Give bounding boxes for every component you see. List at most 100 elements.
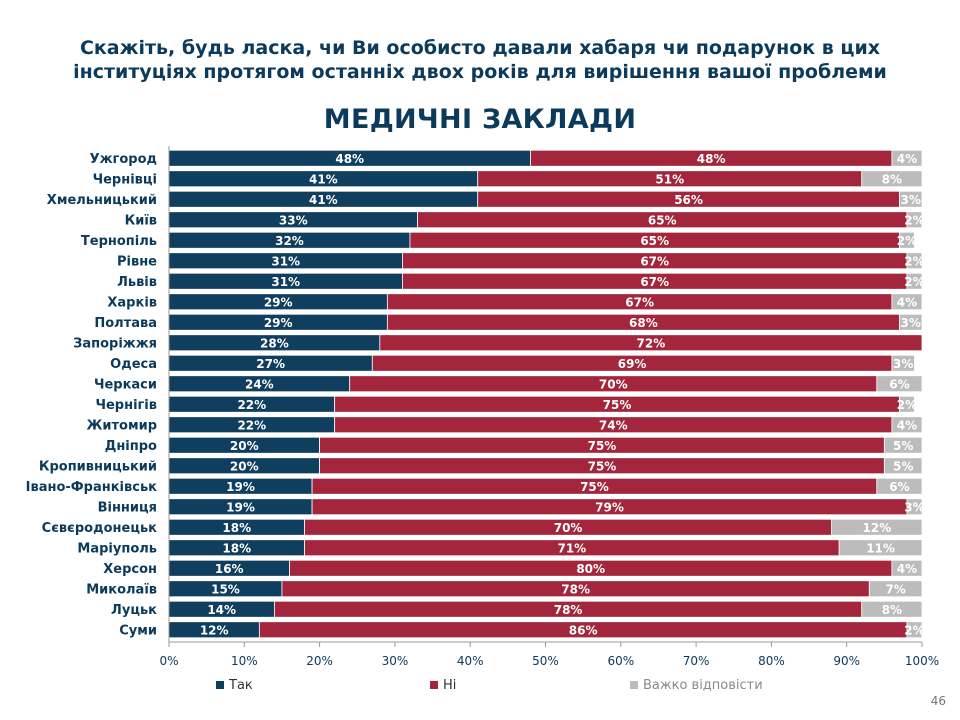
data-label: 80% xyxy=(576,562,605,576)
category-label: Тернопіль xyxy=(81,234,157,249)
bar-segment-3 xyxy=(906,272,923,290)
data-label: 11% xyxy=(866,541,895,555)
data-label: 20% xyxy=(230,459,259,473)
category-label: Івано-Франківськ xyxy=(26,480,158,495)
category-label: Сєвєродонецьк xyxy=(42,521,158,536)
category-label: Херсон xyxy=(103,562,157,577)
chart-title: МЕДИЧНІ ЗАКЛАДИ xyxy=(323,104,637,135)
data-label: 72% xyxy=(637,336,666,350)
data-label: 75% xyxy=(603,398,632,412)
bar-segment-3 xyxy=(906,252,923,270)
category-label: Київ xyxy=(125,213,157,228)
bar-segment-3 xyxy=(899,190,923,208)
data-label: 2% xyxy=(904,254,924,268)
bar-segment-3 xyxy=(883,457,923,475)
x-tick-label: 80% xyxy=(758,654,785,668)
x-tick-label: 50% xyxy=(532,654,559,668)
x-tick-label: 70% xyxy=(683,654,710,668)
data-label: 20% xyxy=(230,439,259,453)
category-label: Одеса xyxy=(110,357,157,372)
data-label: 22% xyxy=(237,398,266,412)
data-label: 2% xyxy=(897,398,917,412)
question-line-2: інституціях протягом останніх двох років… xyxy=(73,61,887,83)
data-label: 70% xyxy=(554,521,583,535)
data-label: 4% xyxy=(897,152,917,166)
x-tick-label: 60% xyxy=(607,654,634,668)
data-label: 14% xyxy=(207,603,236,617)
data-label: 79% xyxy=(595,500,624,514)
data-label: 74% xyxy=(599,418,628,432)
data-label: 29% xyxy=(264,316,293,330)
bar-segment-3 xyxy=(899,313,923,331)
x-tick-label: 90% xyxy=(833,654,860,668)
page-number: 46 xyxy=(930,694,946,708)
bar-segment-3 xyxy=(899,395,915,413)
bar-segment-3 xyxy=(899,231,915,249)
data-label: 86% xyxy=(569,623,598,637)
data-label: 75% xyxy=(588,439,617,453)
bar-segment-3 xyxy=(891,559,923,577)
x-tick-label: 0% xyxy=(159,654,178,668)
category-label: Дніпро xyxy=(105,439,157,454)
question-header: Скажіть, будь ласка, чи Ви особисто дава… xyxy=(0,36,960,84)
data-label: 48% xyxy=(335,152,364,166)
legend-label-hard: Важко відповісти xyxy=(643,677,763,693)
data-label: 41% xyxy=(309,193,338,207)
data-label: 67% xyxy=(640,275,669,289)
data-label: 29% xyxy=(264,295,293,309)
data-label: 15% xyxy=(211,582,240,596)
data-label: 8% xyxy=(882,172,902,186)
data-label: 31% xyxy=(271,275,300,289)
data-label: 22% xyxy=(237,418,266,432)
category-label: Чернігів xyxy=(95,398,157,413)
data-label: 2% xyxy=(904,275,924,289)
category-label: Суми xyxy=(119,623,157,638)
data-label: 19% xyxy=(226,480,255,494)
legend-item-tak: Так xyxy=(216,677,253,693)
data-label: 27% xyxy=(256,357,285,371)
category-label: Харків xyxy=(107,295,157,310)
data-label: 69% xyxy=(618,357,647,371)
data-label: 5% xyxy=(893,439,913,453)
x-tick-label: 10% xyxy=(231,654,258,668)
category-label: Львів xyxy=(117,275,157,290)
data-label: 6% xyxy=(889,377,909,391)
data-label: 31% xyxy=(271,254,300,268)
legend-item-ni: Ні xyxy=(430,677,456,693)
data-label: 65% xyxy=(648,213,677,227)
data-label: 5% xyxy=(893,459,913,473)
data-label: 56% xyxy=(674,193,703,207)
legend-label-ni: Ні xyxy=(443,677,457,693)
data-label: 12% xyxy=(862,521,891,535)
category-label: Чернівці xyxy=(93,172,157,187)
data-label: 16% xyxy=(215,562,244,576)
bar-segment-3 xyxy=(891,293,923,311)
data-label: 2% xyxy=(897,234,917,248)
data-label: 68% xyxy=(629,316,658,330)
bar-segment-3 xyxy=(861,600,923,618)
data-label: 4% xyxy=(897,418,917,432)
category-label: Вінниця xyxy=(98,500,157,515)
data-label: 51% xyxy=(655,172,684,186)
bar-segment-3 xyxy=(838,539,923,557)
bar-segment-3 xyxy=(831,518,923,536)
bar-segment-3 xyxy=(883,436,923,454)
data-label: 48% xyxy=(697,152,726,166)
category-label: Полтава xyxy=(94,316,157,331)
bar-segment-3 xyxy=(891,416,923,434)
bar-segment-3 xyxy=(876,375,923,393)
category-label: Кропивницький xyxy=(39,459,157,474)
bar-segment-3 xyxy=(891,149,923,167)
legend-swatch-ni xyxy=(430,681,438,689)
category-label: Луцьк xyxy=(111,603,157,618)
data-label: 2% xyxy=(904,623,924,637)
data-label: 18% xyxy=(222,541,251,555)
data-label: 67% xyxy=(640,254,669,268)
category-label: Маріуполь xyxy=(77,541,157,556)
data-label: 18% xyxy=(222,521,251,535)
data-label: 67% xyxy=(625,295,654,309)
legend-swatch-tak xyxy=(216,681,224,689)
data-label: 4% xyxy=(897,562,917,576)
bar-segment-3 xyxy=(861,170,923,188)
category-label: Рівне xyxy=(117,254,157,269)
